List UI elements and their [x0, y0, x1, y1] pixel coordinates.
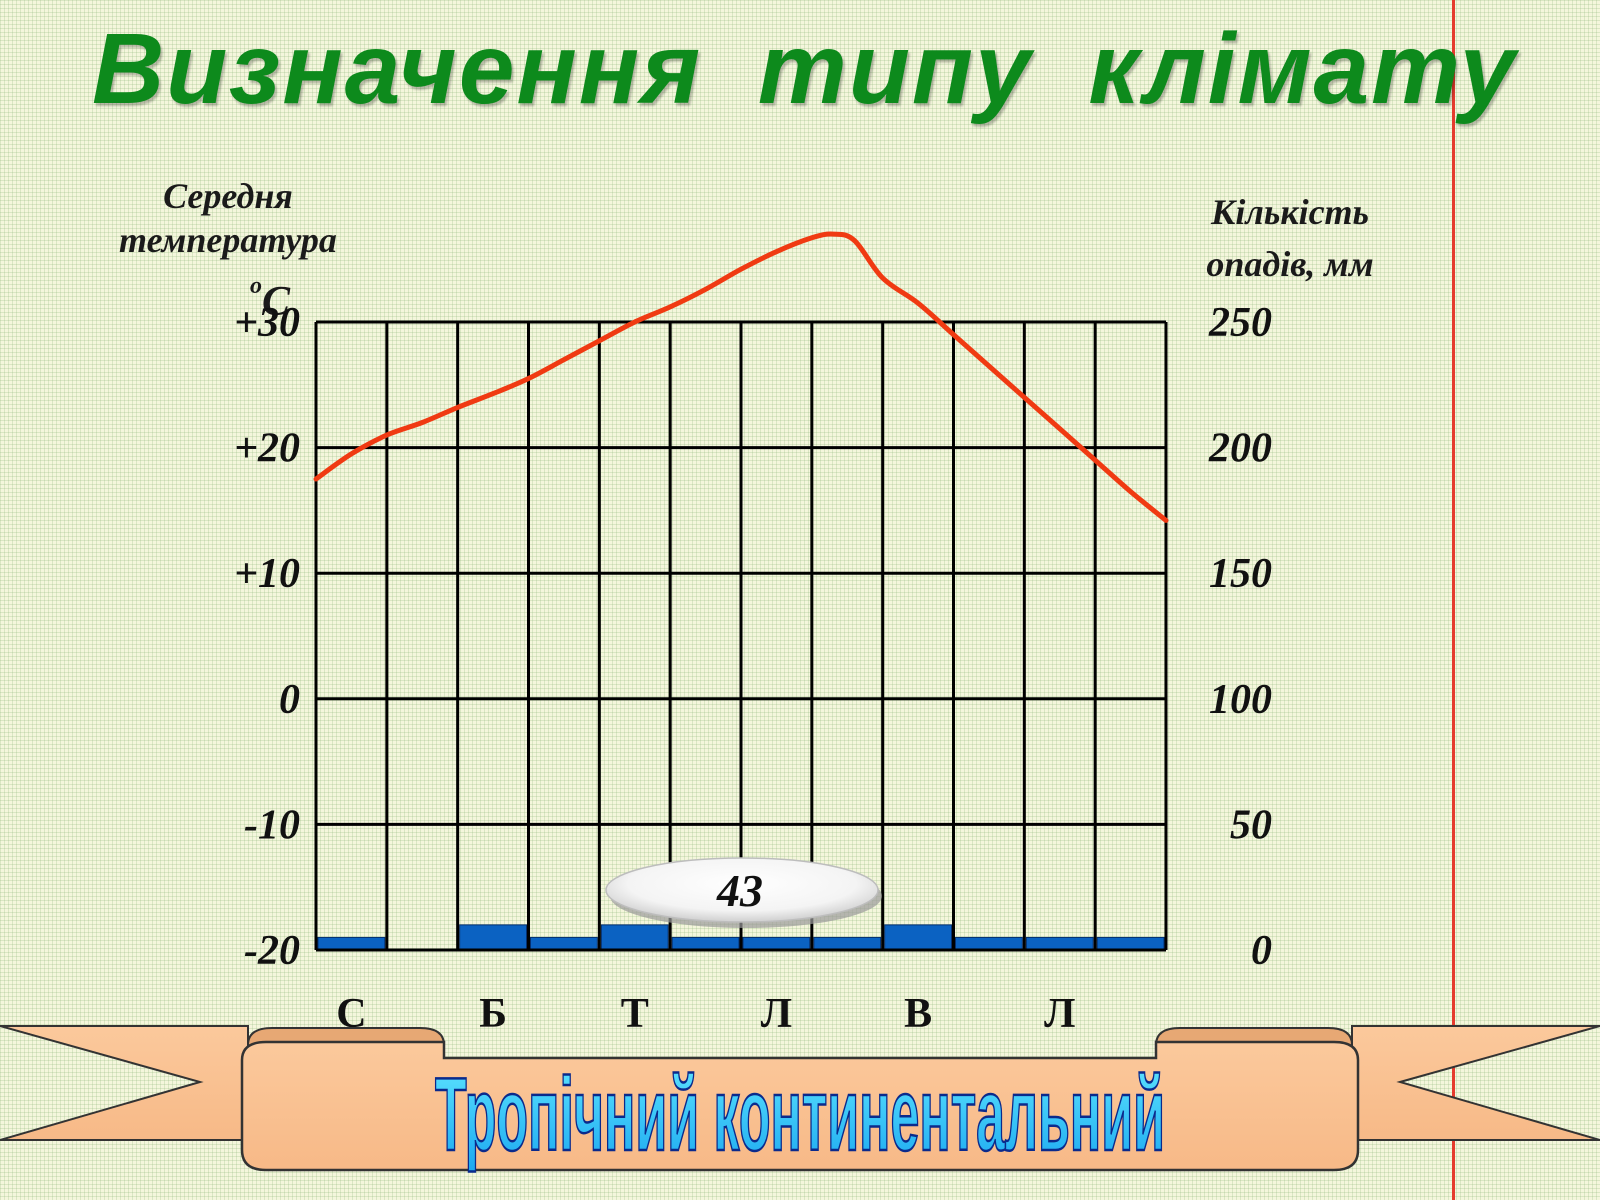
temperature-tick-label: -10 — [244, 802, 300, 848]
precipitation-bar-3 — [459, 924, 527, 951]
precipitation-tick-label: 200 — [1208, 426, 1272, 472]
left-axis-title-line1: Середня — [163, 176, 293, 216]
precipitation-total-callout: 43 — [605, 857, 882, 928]
degree-sign: o — [249, 273, 262, 299]
ribbon-right-tail — [1351, 1025, 1600, 1141]
precipitation-tick-label: 250 — [1208, 300, 1272, 346]
precipitation-ticks: 250 200 150 100 50 0 — [1208, 300, 1272, 974]
callout-pill — [605, 857, 879, 923]
temperature-unit: oC — [230, 264, 310, 324]
precipitation-bar-5 — [600, 924, 669, 951]
page-title: Визначення типу клімату — [92, 13, 1518, 125]
precipitation-tick-label: 100 — [1209, 677, 1272, 723]
right-axis-title-line1: Кількість — [1210, 192, 1370, 232]
temperature-tick-label: -20 — [244, 928, 300, 974]
month-label: Л — [761, 991, 792, 1037]
month-label: В — [904, 991, 932, 1037]
precipitation-bar-9 — [884, 924, 953, 951]
ribbon-body — [240, 1040, 1360, 1172]
temperature-line-group — [313, 231, 1169, 523]
month-label: Б — [479, 991, 507, 1037]
ribbon-left-tail — [0, 1025, 249, 1141]
precipitation-tick-label: 150 — [1209, 551, 1272, 597]
answer-text: Тропічний континентальний — [435, 1057, 1165, 1173]
celsius-letter: C — [261, 279, 290, 325]
month-label: Л — [1044, 991, 1075, 1037]
right-axis-title-line2: опадів, мм — [1206, 244, 1374, 284]
margin-line — [1452, 0, 1455, 1200]
temperature-tick-label: +10 — [234, 551, 300, 597]
temperature-ticks: +30 +20 +10 0 -10 -20 — [234, 300, 300, 974]
temperature-tick-label: 0 — [279, 677, 300, 723]
left-axis-title-line2: температура — [119, 220, 337, 260]
left-axis-title: Середня температура — [98, 174, 358, 262]
callout-value: 43 — [716, 865, 763, 916]
temperature-line — [313, 231, 1169, 523]
precipitation-tick-label: 0 — [1251, 928, 1272, 974]
temperature-tick-label: +20 — [234, 426, 300, 472]
temperature-tick-label: +30 — [234, 300, 300, 346]
chart-grid — [314, 320, 1168, 952]
right-axis-title: Кількість опадів, мм — [1180, 186, 1400, 290]
month-label: Т — [621, 991, 649, 1037]
precipitation-tick-label: 50 — [1230, 802, 1272, 848]
